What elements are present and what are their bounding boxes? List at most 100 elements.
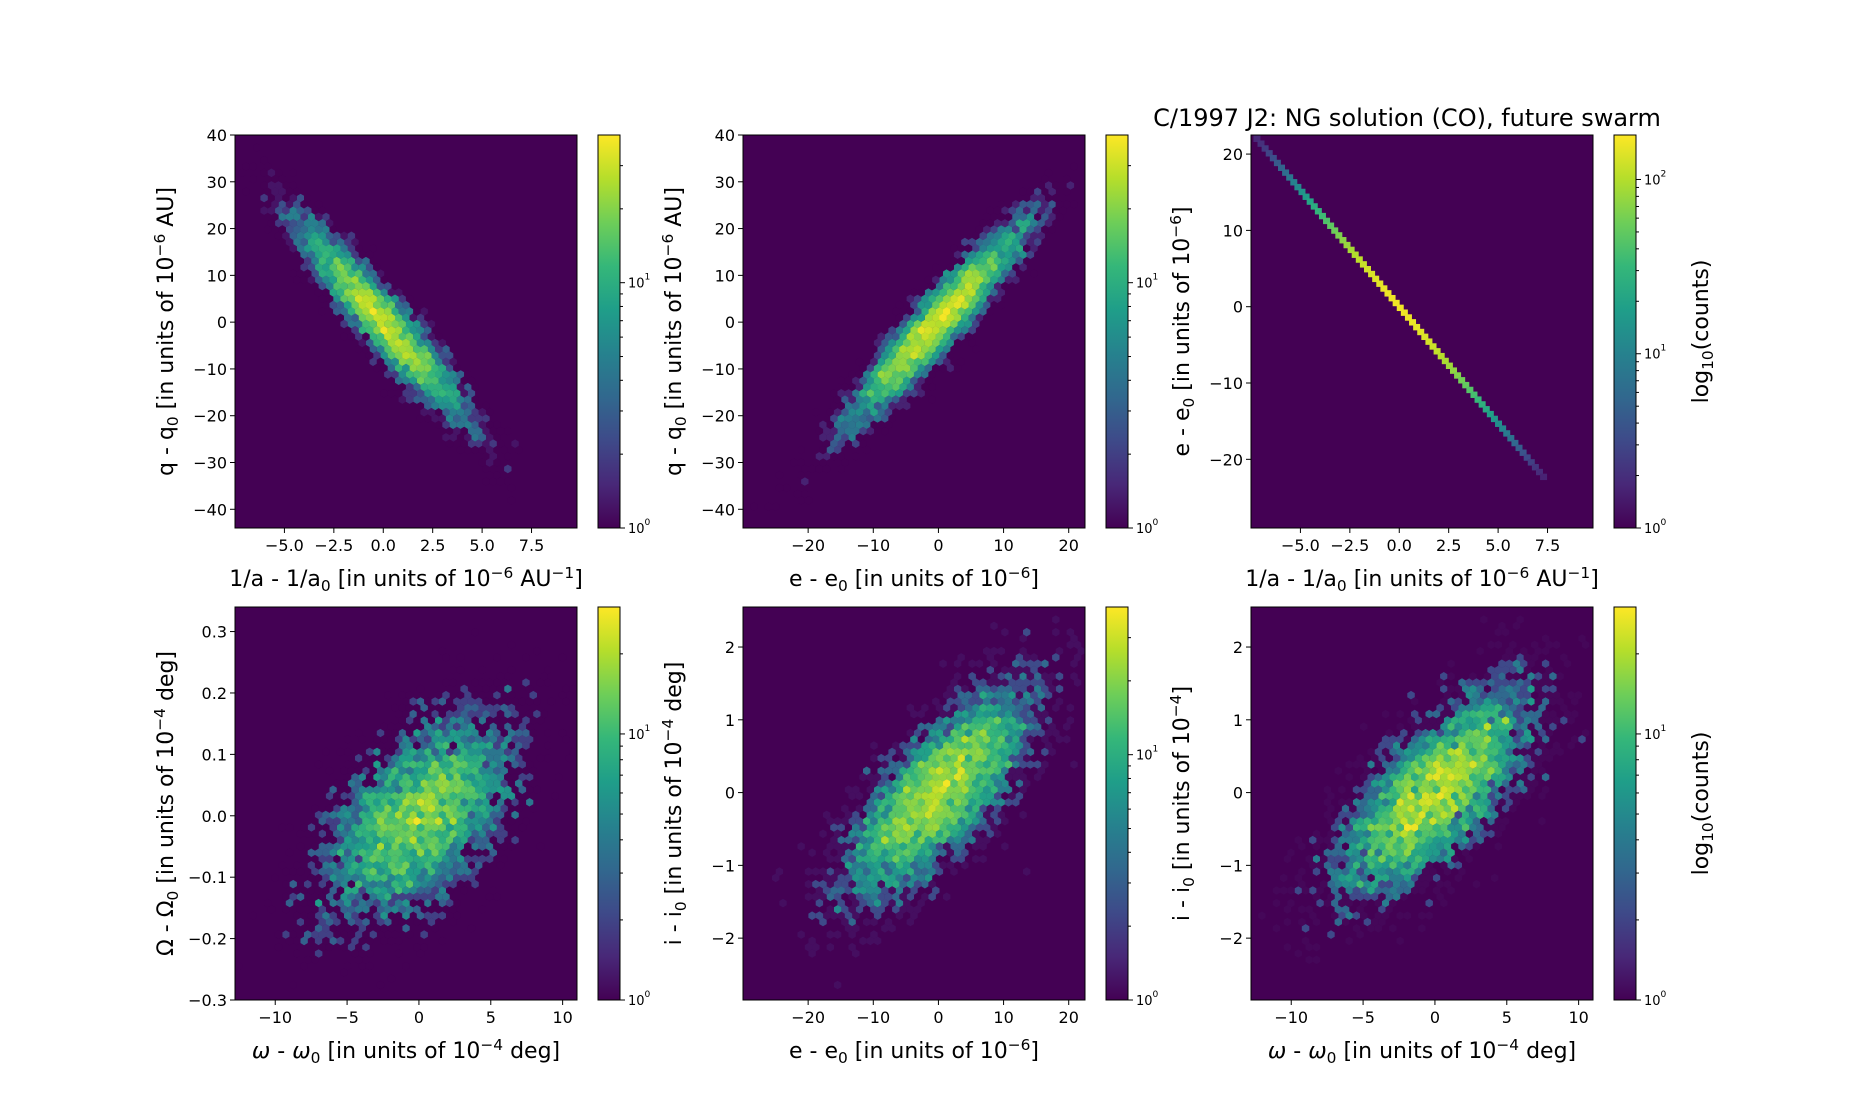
hexbin-cell <box>837 389 845 398</box>
hexbin-cell <box>304 206 312 215</box>
hexbin-cell <box>424 389 432 398</box>
hexbin-cell <box>362 791 370 801</box>
hexbin-cell <box>986 766 994 776</box>
hexbin-cell <box>961 722 969 731</box>
hexbin-cell <box>402 300 410 310</box>
hexbin-cell <box>884 854 893 864</box>
hexbin-cell <box>362 842 370 851</box>
hexbin-cell <box>314 237 323 247</box>
hexbin-cell <box>1403 873 1412 883</box>
hexbin-cell <box>1385 753 1393 763</box>
hexbin-cell <box>946 772 954 782</box>
hexbin-cell <box>1531 753 1539 763</box>
hexbin-cell <box>997 747 1005 757</box>
hexbin-cell <box>957 256 965 266</box>
hexbin-cell <box>322 212 330 222</box>
hexbin-cell <box>369 307 377 316</box>
hexbin-cell <box>344 747 352 757</box>
hexbin-cell <box>445 735 454 744</box>
hexbin-cell <box>953 848 962 857</box>
hexbin-cell <box>544 741 552 750</box>
hexbin-cell <box>1396 848 1404 857</box>
hexbin-cell <box>950 319 958 329</box>
hexbin-cell <box>391 892 399 902</box>
hexbin-cell <box>1312 917 1321 927</box>
hexbin-cell <box>471 703 479 713</box>
hexbin-cell <box>1283 905 1292 914</box>
hexbin-cell <box>1432 835 1441 845</box>
hexbin-cell <box>347 879 356 889</box>
hexbin-cell <box>355 256 363 266</box>
hexbin-cell <box>863 382 871 392</box>
hexbin-cell <box>1334 867 1342 876</box>
y-tick-label: 2 <box>725 638 735 657</box>
hexbin-cell <box>300 200 308 209</box>
y-tick-label: 0 <box>1233 298 1243 317</box>
hexbin-cell <box>1019 187 1027 196</box>
hexbin-cell <box>899 344 907 354</box>
hexbin-cell <box>533 646 541 656</box>
hexbin-cell <box>990 709 998 719</box>
hexbin-cell <box>997 672 1005 681</box>
hexbin-cell <box>355 842 363 851</box>
hexbin-cell <box>409 835 417 845</box>
hexbin-cell <box>833 816 842 826</box>
hexbin-cell <box>1004 798 1013 807</box>
hexbin-cell <box>877 854 885 864</box>
hexbin-cell <box>1338 823 1346 832</box>
hexbin-cell <box>1403 911 1412 920</box>
hexbin-cell <box>881 760 889 769</box>
hexbin-cell <box>260 155 268 165</box>
hexbin-cell <box>906 370 914 379</box>
hexbin-cell <box>1015 690 1024 700</box>
hexbin-cell <box>507 779 516 788</box>
hexbin-cell <box>1349 829 1357 839</box>
hexbin-cell <box>475 426 483 436</box>
hexbin-cell <box>362 256 370 266</box>
hexbin-cell <box>895 772 904 782</box>
hexbin-cell <box>892 905 900 914</box>
hexbin-cell <box>416 772 425 782</box>
hexbin-cell <box>460 697 468 706</box>
hexbin-cell <box>387 785 396 794</box>
hexbin-cell <box>387 898 396 908</box>
hexbin-cell <box>576 611 577 616</box>
hexbin-cell <box>1498 697 1506 706</box>
hexbin-cell <box>413 842 421 851</box>
hexbin-cell <box>384 816 392 826</box>
hexbin-cell <box>1527 684 1535 694</box>
hexbin-cell <box>362 269 370 278</box>
hexbin-cell <box>405 344 414 354</box>
hexbin-cell <box>1253 135 1261 143</box>
hexbin-cell <box>1523 690 1532 700</box>
hexbin-cell <box>318 269 326 278</box>
hexbin-cell <box>913 319 922 329</box>
hexbin-cell <box>355 766 363 776</box>
hexbin-cell <box>1048 212 1056 222</box>
hexbin-cell <box>449 716 457 725</box>
hexbin-cell <box>873 389 882 398</box>
hexbin-cell <box>910 313 918 322</box>
x-tick-label: 0 <box>933 1008 943 1027</box>
hexbin-cell <box>1436 703 1444 713</box>
hexbin-cell <box>881 886 889 895</box>
hexbin-cell <box>325 231 334 241</box>
hexbin-cell <box>964 690 973 700</box>
hexbin-cell <box>402 961 410 971</box>
hexbin-cell <box>1469 684 1477 694</box>
hexbin-cell <box>267 218 276 228</box>
hexbin-cell <box>395 389 403 398</box>
hexbin-cell <box>1440 684 1448 694</box>
hexbin-cell <box>344 961 352 971</box>
hexbin-cell <box>881 798 889 807</box>
hexbin-cell <box>442 716 450 725</box>
hexbin-cell <box>1287 886 1295 895</box>
hexbin-cell <box>924 275 933 285</box>
hexbin-cell <box>1425 873 1433 883</box>
hexbin-cell <box>1400 309 1408 316</box>
hexbin-cell <box>467 709 476 719</box>
hexbin-cell <box>841 382 849 392</box>
hexbin-cell <box>1356 905 1364 914</box>
